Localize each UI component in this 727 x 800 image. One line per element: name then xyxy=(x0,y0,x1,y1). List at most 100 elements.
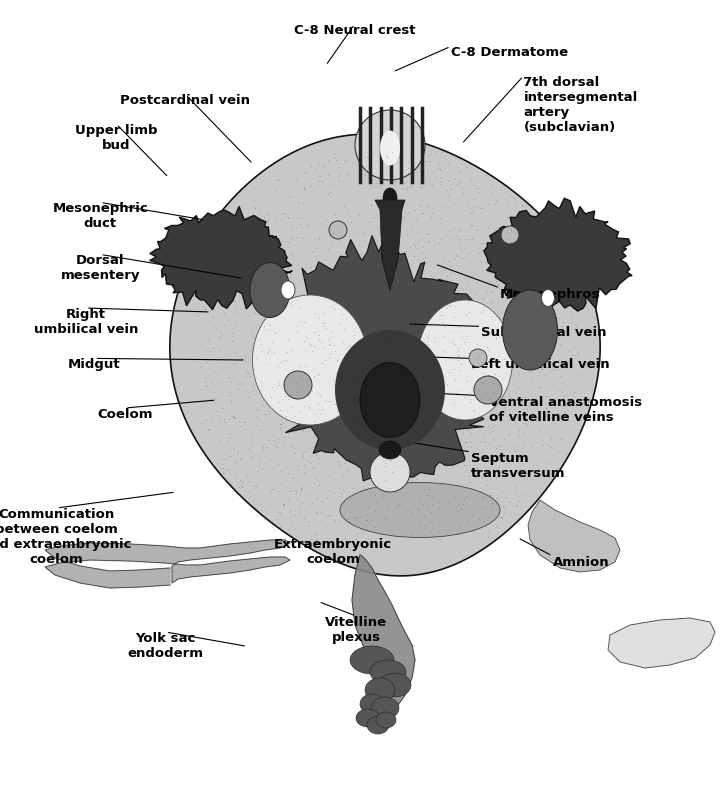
Ellipse shape xyxy=(380,130,400,166)
Point xyxy=(367,367,379,380)
Point xyxy=(295,482,307,494)
Point xyxy=(268,524,280,537)
Point xyxy=(468,405,480,418)
Point xyxy=(289,509,301,522)
Point xyxy=(464,435,475,448)
Point xyxy=(454,225,465,238)
Point xyxy=(382,335,394,348)
Point xyxy=(436,206,448,219)
Point xyxy=(285,440,297,453)
Point xyxy=(272,485,284,498)
Point xyxy=(458,390,470,403)
Point xyxy=(381,510,393,523)
Point xyxy=(541,278,553,291)
Point xyxy=(367,338,379,350)
Point xyxy=(229,252,241,265)
Point xyxy=(409,250,420,262)
Point xyxy=(467,200,478,213)
Point xyxy=(319,354,331,366)
Point xyxy=(303,518,315,531)
Point xyxy=(236,376,247,389)
Point xyxy=(402,382,414,395)
Point xyxy=(448,233,459,246)
Point xyxy=(465,392,477,405)
Point xyxy=(454,243,466,256)
Point xyxy=(389,178,401,191)
Point xyxy=(503,247,515,260)
Point xyxy=(374,254,385,267)
Point xyxy=(398,210,409,223)
Point xyxy=(310,162,321,175)
Point xyxy=(499,246,510,259)
Point xyxy=(332,456,344,469)
Point xyxy=(413,434,425,446)
Point xyxy=(342,302,354,314)
Point xyxy=(377,303,389,316)
Point xyxy=(323,242,334,255)
Point xyxy=(314,407,326,420)
Point xyxy=(440,490,451,503)
Point xyxy=(370,382,382,395)
Point xyxy=(313,230,324,243)
Point xyxy=(291,212,302,225)
Point xyxy=(308,370,320,382)
Polygon shape xyxy=(375,200,405,290)
Point xyxy=(358,168,369,181)
Point xyxy=(537,361,548,374)
Point xyxy=(206,310,217,322)
Point xyxy=(425,430,437,442)
Point xyxy=(214,329,225,342)
Point xyxy=(392,372,403,385)
Point xyxy=(364,466,375,478)
Point xyxy=(290,222,302,234)
Point xyxy=(493,281,505,294)
Point xyxy=(410,445,422,458)
Point xyxy=(282,333,294,346)
Point xyxy=(356,399,367,412)
Point xyxy=(249,222,261,234)
Point xyxy=(389,402,401,415)
Point xyxy=(222,462,234,475)
Point xyxy=(545,432,556,445)
Point xyxy=(389,175,401,188)
Point xyxy=(436,146,448,158)
Point xyxy=(386,263,398,276)
Point xyxy=(269,307,281,320)
Point xyxy=(352,458,364,470)
Point xyxy=(567,298,579,310)
Point xyxy=(441,269,453,282)
Point xyxy=(307,441,318,454)
Point xyxy=(475,306,486,318)
Point xyxy=(227,410,238,423)
Point xyxy=(358,161,369,174)
Point xyxy=(511,441,523,454)
Point xyxy=(323,426,334,438)
Point xyxy=(510,227,522,240)
Point xyxy=(224,388,236,401)
Point xyxy=(531,404,543,417)
Point xyxy=(437,440,449,453)
Point xyxy=(281,346,293,358)
Point xyxy=(437,253,449,266)
Point xyxy=(462,370,473,383)
Point xyxy=(323,188,334,201)
Point xyxy=(294,405,305,418)
Point xyxy=(521,253,532,266)
Point xyxy=(264,318,276,331)
Point xyxy=(235,452,246,465)
Point xyxy=(472,186,483,198)
Point xyxy=(441,378,453,390)
Point xyxy=(467,416,478,429)
Point xyxy=(446,422,458,435)
Point xyxy=(439,423,451,436)
Point xyxy=(304,278,316,291)
Point xyxy=(510,500,522,513)
Point xyxy=(243,367,254,380)
Point xyxy=(342,463,353,476)
Point xyxy=(315,170,326,182)
Point xyxy=(264,324,276,337)
Point xyxy=(486,425,498,438)
Text: Septum
transversum: Septum transversum xyxy=(471,452,566,480)
Point xyxy=(540,390,552,402)
Point xyxy=(228,281,240,294)
